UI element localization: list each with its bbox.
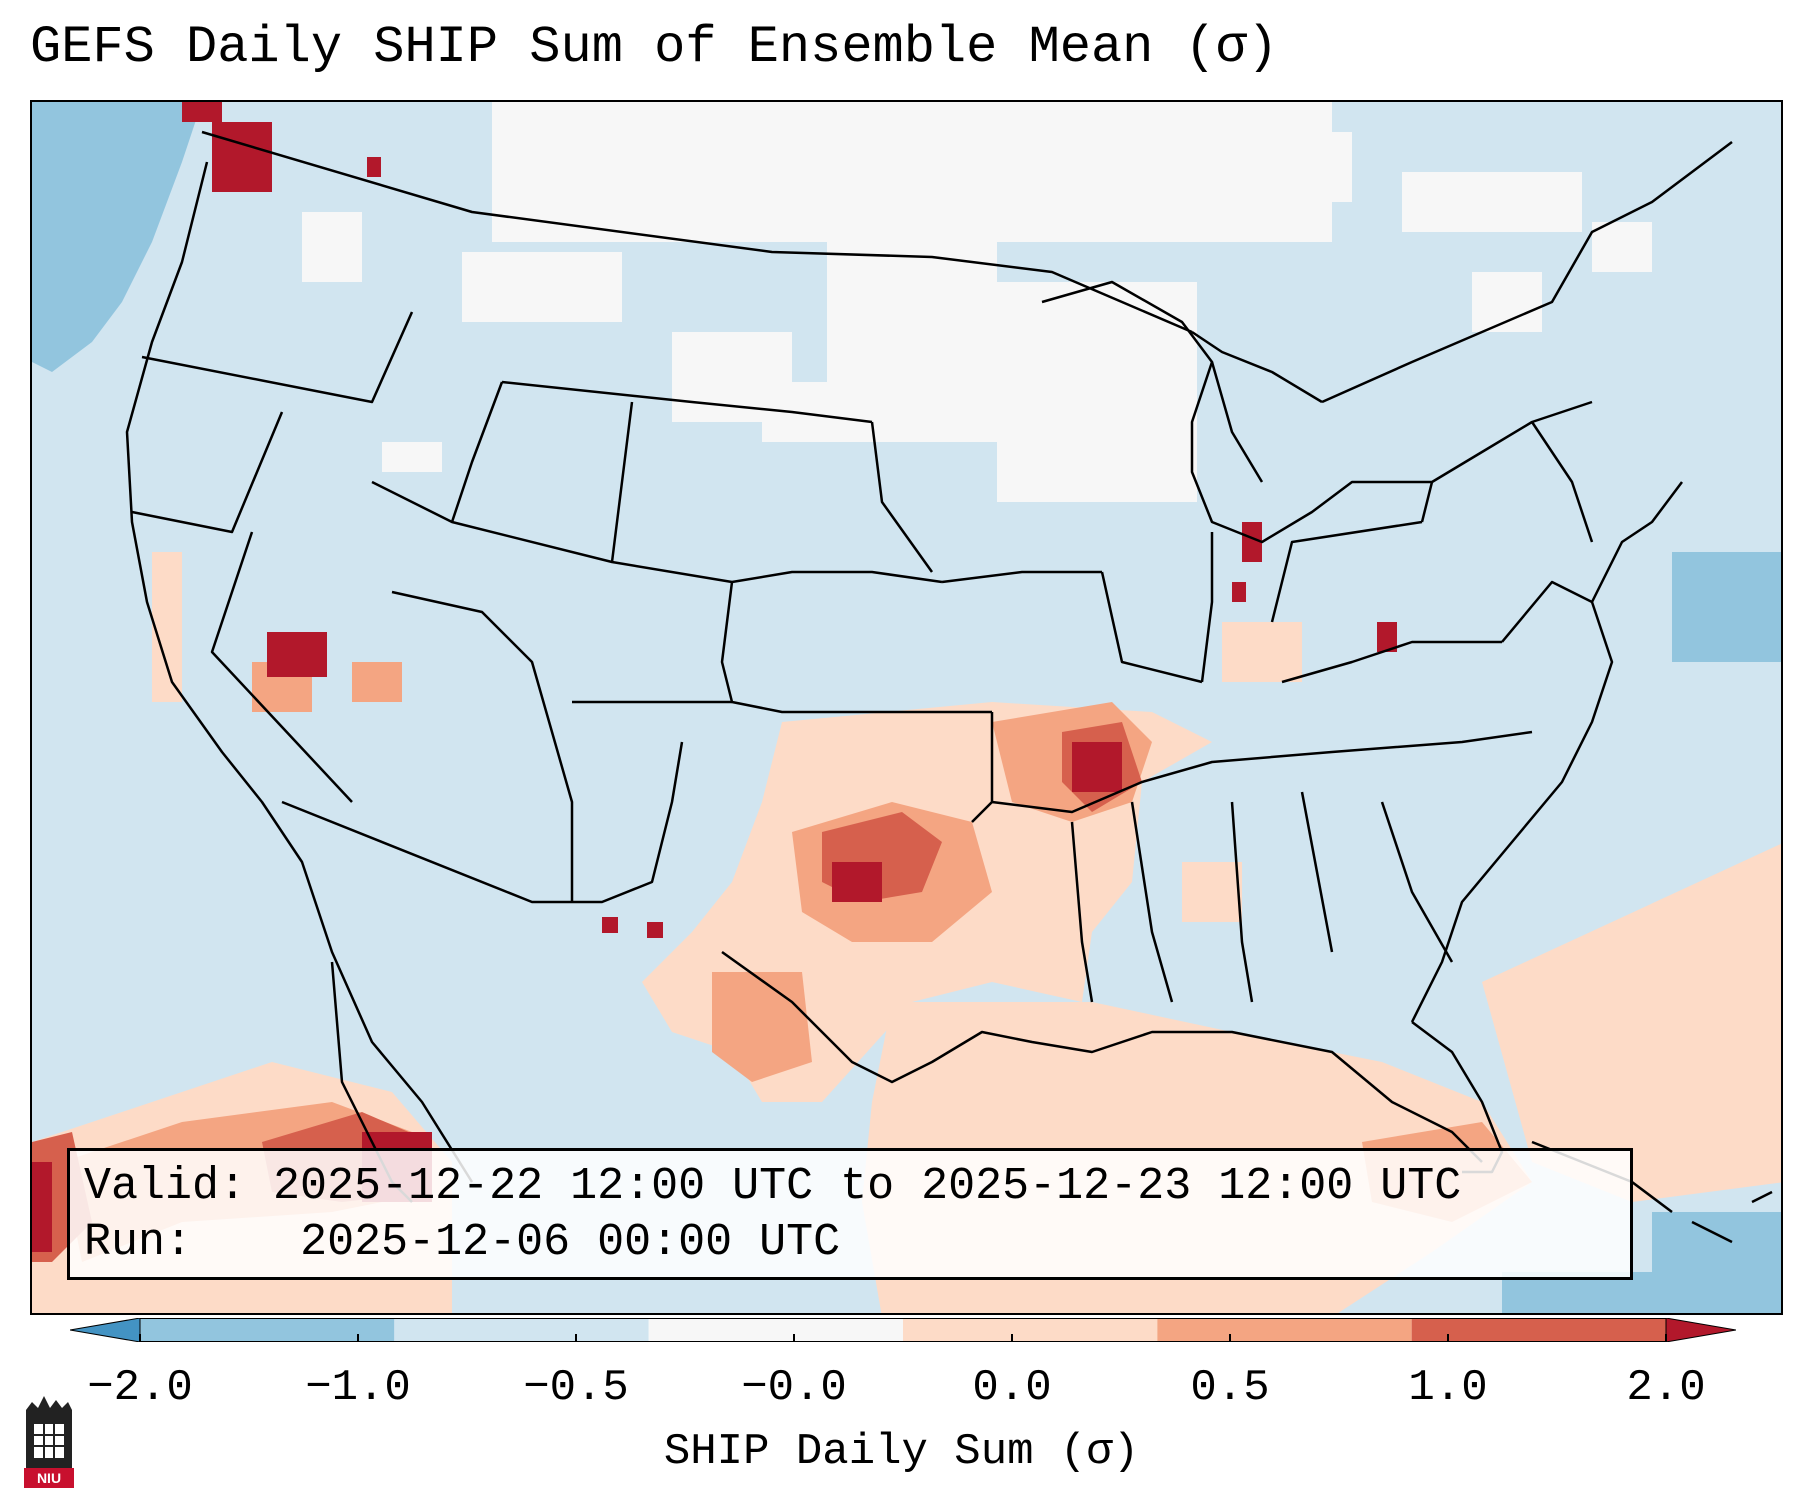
svg-text:NIU: NIU xyxy=(37,1470,61,1486)
colorbar-segment xyxy=(1157,1318,1412,1342)
colorbar-segment xyxy=(394,1318,649,1342)
colorbar-tick-label: −1.0 xyxy=(305,1363,411,1413)
valid-label: Valid: xyxy=(84,1161,247,1212)
colorbar-tick-label: −0.0 xyxy=(741,1363,847,1413)
colorbar-tick-label: 2.0 xyxy=(1626,1363,1706,1413)
colorbar-segment xyxy=(903,1318,1158,1342)
colorbar-tick-label: −2.0 xyxy=(87,1363,193,1413)
colorbar-title: SHIP Daily Sum (σ) xyxy=(663,1427,1140,1477)
valid-line: Valid: 2025-12-22 12:00 UTC to 2025-12-2… xyxy=(84,1159,1616,1215)
valid-value: 2025-12-22 12:00 UTC to 2025-12-23 12:00… xyxy=(273,1161,1462,1212)
colorbar-segment xyxy=(1411,1318,1666,1342)
info-box: Valid: 2025-12-22 12:00 UTC to 2025-12-2… xyxy=(67,1148,1633,1280)
colorbar-segment xyxy=(648,1318,903,1342)
state-borders xyxy=(125,130,1733,1203)
map-title: GEFS Daily SHIP Sum of Ensemble Mean (σ) xyxy=(30,18,1279,77)
university-logo-icon: NIU xyxy=(24,1396,74,1488)
colorbar-tick-label: 1.0 xyxy=(1408,1363,1488,1413)
ship-anomaly-map xyxy=(32,102,1781,1313)
run-value: 2025-12-06 00:00 UTC xyxy=(300,1217,841,1268)
run-line: Run: 2025-12-06 00:00 UTC xyxy=(84,1215,1616,1271)
map-panel xyxy=(30,100,1783,1315)
negative-anomaly-field xyxy=(32,102,1781,1313)
colorbar xyxy=(70,1318,1736,1342)
colorbar-tick-label: 0.0 xyxy=(972,1363,1052,1413)
colorbar-extend-high xyxy=(1665,1318,1736,1342)
colorbar-tick-label: 0.5 xyxy=(1190,1363,1270,1413)
colorbar-segment xyxy=(140,1318,395,1342)
run-label: Run: xyxy=(84,1217,193,1268)
colorbar-tick-label: −0.5 xyxy=(523,1363,629,1413)
colorbar-tick-labels: −2.0 −1.0 −0.5 −0.0 0.0 0.5 1.0 2.0 xyxy=(0,1363,1803,1413)
colorbar-extend-low xyxy=(70,1318,141,1342)
